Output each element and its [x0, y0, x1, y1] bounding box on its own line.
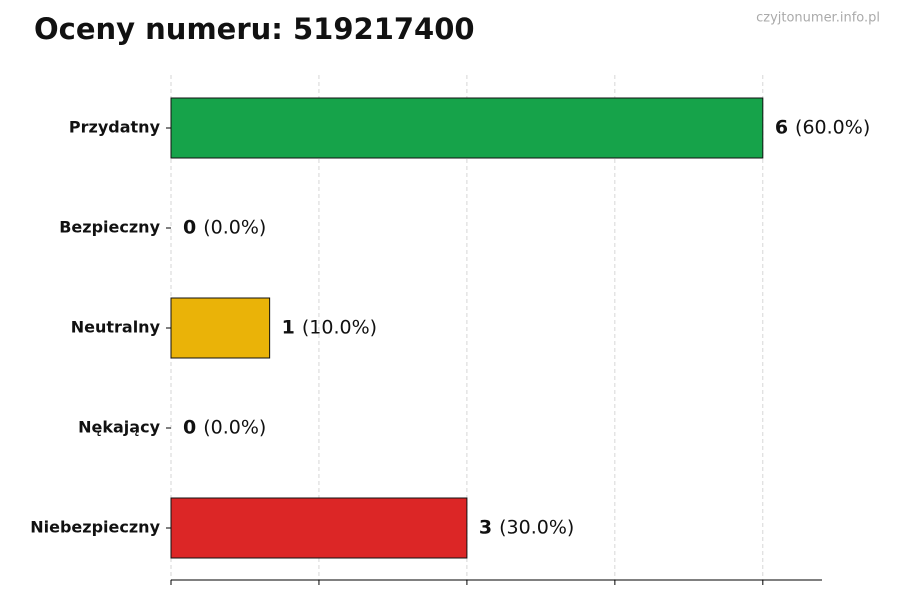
y-tick-label: Neutralny: [71, 318, 161, 337]
y-tick-label: Niebezpieczny: [30, 518, 160, 537]
y-tick-label: Przydatny: [69, 118, 161, 137]
bar: [170, 97, 764, 159]
y-tick-label: Bezpieczny: [59, 218, 160, 237]
value-label: 0: [183, 217, 196, 239]
percent-label: (10.0%): [302, 317, 377, 339]
watermark: czyjtonumer.info.pl: [756, 11, 880, 26]
bar: [170, 497, 468, 559]
percent-label: (60.0%): [795, 117, 870, 139]
percent-label: (30.0%): [499, 517, 574, 539]
chart-title: Oceny numeru: 519217400: [34, 12, 475, 46]
value-label: 1: [282, 317, 295, 339]
value-label: 0: [183, 417, 196, 439]
value-label: 6: [775, 117, 788, 139]
percent-label: (0.0%): [203, 217, 266, 239]
y-tick-label: Nękający: [78, 418, 160, 437]
percent-label: (0.0%): [203, 417, 266, 439]
bar: [170, 297, 271, 359]
value-label: 3: [479, 517, 492, 539]
